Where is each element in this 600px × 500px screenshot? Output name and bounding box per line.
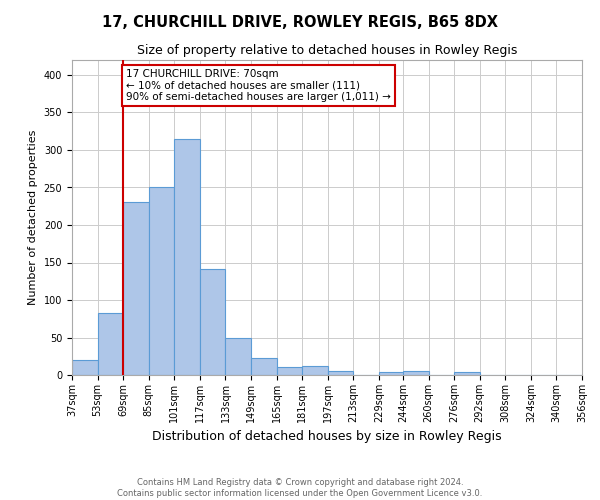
Bar [302, 366, 328, 375]
Bar [149, 186, 175, 375]
Bar [72, 360, 98, 375]
Bar [251, 358, 277, 375]
Y-axis label: Number of detached properties: Number of detached properties [28, 130, 38, 305]
Text: 17, CHURCHILL DRIVE, ROWLEY REGIS, B65 8DX: 17, CHURCHILL DRIVE, ROWLEY REGIS, B65 8… [102, 15, 498, 30]
Bar [328, 371, 353, 375]
Title: Size of property relative to detached houses in Rowley Regis: Size of property relative to detached ho… [137, 44, 517, 58]
Bar [98, 313, 123, 375]
Text: Contains HM Land Registry data © Crown copyright and database right 2024.
Contai: Contains HM Land Registry data © Crown c… [118, 478, 482, 498]
Bar [200, 268, 226, 375]
Bar [175, 140, 200, 375]
X-axis label: Distribution of detached houses by size in Rowley Regis: Distribution of detached houses by size … [152, 430, 502, 444]
Bar [226, 338, 251, 375]
Bar [403, 371, 428, 375]
Bar [277, 367, 302, 375]
Text: 17 CHURCHILL DRIVE: 70sqm
← 10% of detached houses are smaller (111)
90% of semi: 17 CHURCHILL DRIVE: 70sqm ← 10% of detac… [127, 69, 391, 102]
Bar [379, 372, 404, 375]
Bar [123, 202, 149, 375]
Bar [454, 372, 479, 375]
